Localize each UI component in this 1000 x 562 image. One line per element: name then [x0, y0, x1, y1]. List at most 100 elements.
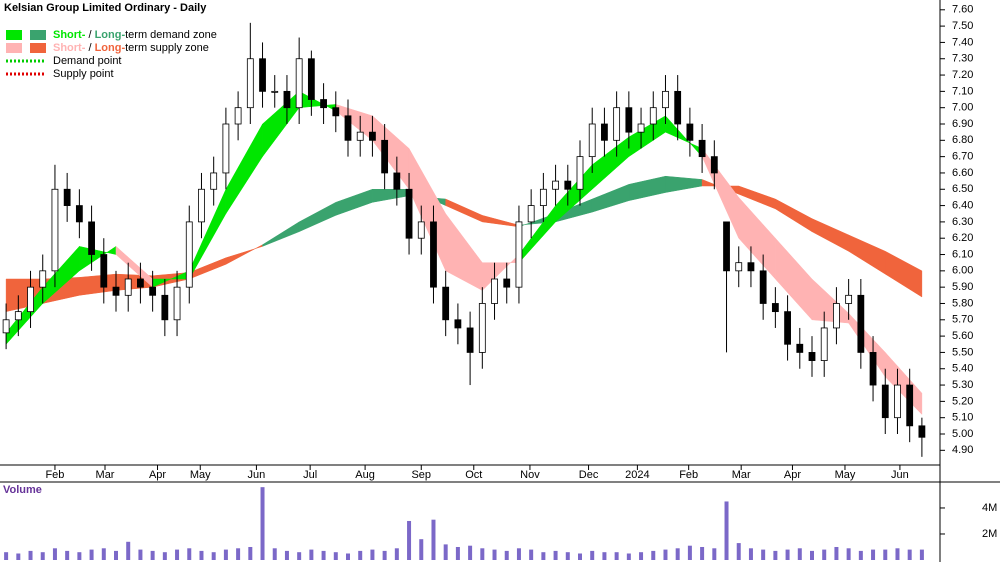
legend-text: /: [85, 42, 94, 54]
volume-bar: [736, 543, 741, 560]
volume-bars: [4, 487, 924, 560]
volume-bar: [284, 550, 289, 560]
y-tick-label: 7.10: [952, 85, 973, 97]
volume-bar: [187, 548, 192, 560]
candle-body: [552, 180, 559, 190]
candle-body: [503, 278, 511, 288]
candle-body: [246, 58, 254, 109]
candle-body: [356, 131, 364, 141]
volume-bar: [321, 550, 326, 560]
volume-bar: [358, 550, 363, 560]
y-tick-label: 6.50: [952, 183, 973, 195]
x-tick-label: Mar: [732, 469, 751, 481]
y-tick-label: 6.00: [952, 265, 973, 277]
y-tick-label: 4.90: [952, 444, 973, 456]
candle-body: [491, 278, 498, 304]
y-tick-label: 7.60: [952, 4, 973, 16]
x-tick-label: Nov: [520, 469, 540, 481]
x-tick-label: May: [835, 469, 856, 481]
y-tick-label: 5.70: [952, 314, 973, 326]
y-tick-label: 7.20: [952, 69, 973, 81]
volume-bar: [651, 550, 656, 560]
candle-body: [222, 123, 230, 174]
volume-bar: [919, 549, 924, 560]
y-tick-label: 5.20: [952, 395, 973, 407]
legend-text: Short-: [53, 29, 86, 41]
volume-bar: [309, 549, 314, 560]
x-tick-label: Oct: [465, 469, 482, 481]
legend-text: /: [85, 29, 94, 41]
candle-body: [307, 58, 315, 100]
volume-bar: [626, 553, 631, 560]
volume-bar: [419, 539, 424, 560]
y-tick-label: 7.00: [952, 102, 973, 114]
x-tick-label: Apr: [149, 469, 166, 481]
candle-body: [478, 303, 486, 353]
volume-bar: [114, 550, 118, 560]
chart-title: Kelsian Group Limited Ordinary - Daily: [4, 2, 207, 14]
y-tick-label: 7.40: [952, 36, 973, 48]
legend-swatch: [30, 43, 46, 53]
candle-body: [173, 286, 181, 321]
x-tick-label: Jun: [248, 469, 266, 481]
candle-body: [185, 221, 193, 288]
volume-bar: [590, 550, 595, 560]
volume-bar: [578, 553, 582, 560]
x-tick-label: Mar: [96, 469, 115, 481]
candle-body: [283, 90, 291, 109]
legend-text: Long-: [95, 42, 126, 54]
y-tick-label: 5.90: [952, 281, 973, 293]
candle-body: [674, 90, 682, 125]
y-tick-label: 7.50: [952, 20, 973, 32]
y-tick-label: 6.20: [952, 232, 973, 244]
candle-body: [234, 107, 242, 125]
y-tick-label: 5.80: [952, 297, 973, 309]
legend-text: term supply zone: [125, 42, 209, 54]
legend-text: Long-: [95, 29, 126, 41]
volume-bar: [748, 548, 753, 560]
candles: [2, 22, 926, 457]
volume-bar: [126, 541, 131, 560]
y-tick-label: 5.60: [952, 330, 973, 342]
x-tick-label: Feb: [45, 469, 64, 481]
legend-swatch: [6, 43, 22, 53]
legend-label: Supply point: [53, 68, 114, 80]
volume-bar: [101, 548, 106, 560]
legend-label: Short- / Long-term demand zone: [53, 29, 217, 41]
candle-body: [771, 303, 779, 313]
candle-body: [2, 319, 10, 334]
volume-bar: [150, 550, 155, 560]
candle-body: [906, 384, 914, 427]
volume-bar: [89, 549, 94, 560]
x-tick-label: 2024: [625, 469, 649, 481]
x-tick-label: Dec: [579, 469, 599, 481]
volume-bar: [529, 549, 534, 560]
candle-body: [686, 123, 694, 141]
candle-body: [833, 303, 840, 329]
volume-title: Volume: [3, 484, 42, 496]
volume-bar: [614, 552, 619, 560]
y-tick-label: 5.50: [952, 346, 973, 358]
x-tick-label: Aug: [355, 469, 375, 481]
volume-bar: [52, 548, 57, 560]
candle-body: [588, 123, 596, 158]
volume-bar: [333, 552, 338, 560]
candle-body: [124, 278, 132, 296]
volume-bar: [858, 550, 863, 560]
y-tick-label: 5.40: [952, 363, 973, 375]
volume-bar: [162, 552, 167, 560]
volume-bar: [382, 550, 387, 560]
volume-bar: [516, 548, 521, 560]
candle-body: [198, 188, 205, 223]
candle-body: [454, 319, 462, 329]
volume-bar: [223, 549, 228, 560]
volume-bar: [602, 552, 607, 560]
candle-body: [747, 262, 755, 272]
x-tick-label: May: [190, 469, 211, 481]
y-tick-label: 5.00: [952, 428, 973, 440]
candle-body: [466, 327, 474, 353]
candle-body: [662, 90, 669, 109]
volume-bar: [761, 549, 766, 560]
